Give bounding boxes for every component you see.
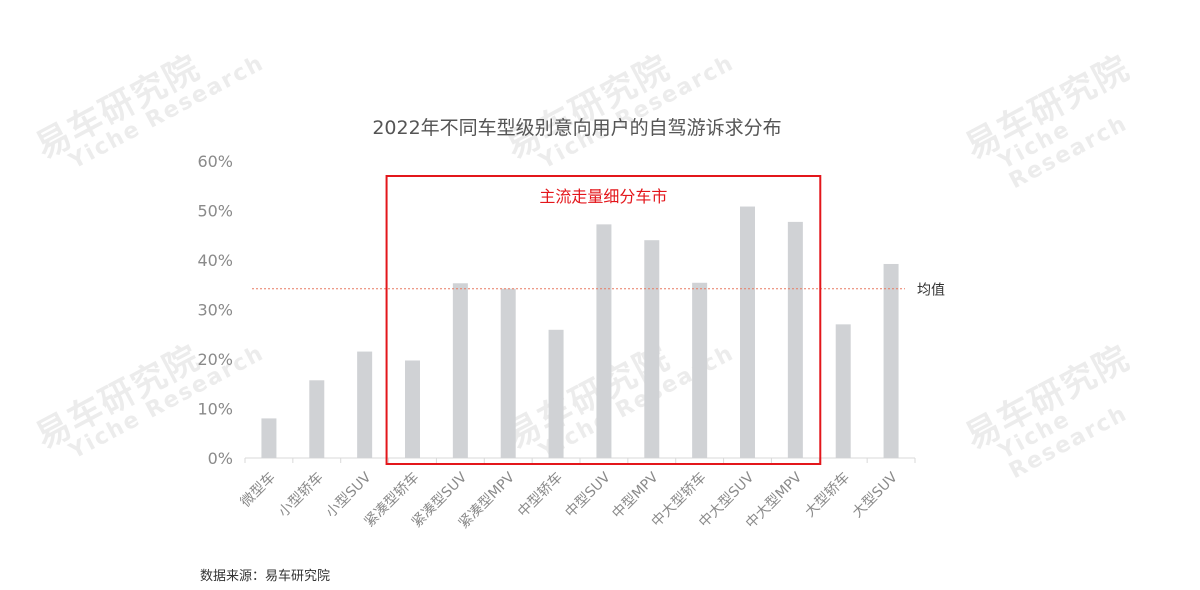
bar: [500, 288, 516, 458]
bar: [357, 351, 373, 458]
y-tick-label: 0%: [208, 449, 233, 468]
bar: [692, 282, 708, 458]
y-tick-label: 40%: [197, 251, 233, 270]
y-tick-label: 20%: [197, 350, 233, 369]
bar: [644, 240, 660, 458]
x-tick-label: 小型轿车: [275, 469, 327, 521]
bar: [548, 329, 564, 458]
bar: [309, 380, 325, 458]
x-axis-labels: 微型车小型轿车小型SUV紧凑型轿车紧凑型SUV紧凑型MPV中型轿车中型SUV中型…: [237, 469, 901, 532]
bar-series: [261, 206, 899, 458]
chart-title: 2022年不同车型级别意向用户的自驾游诉求分布: [372, 117, 781, 139]
y-tick-label: 60%: [197, 152, 233, 171]
bar: [596, 224, 612, 458]
x-tick-label: 微型车: [237, 469, 279, 511]
bar: [883, 263, 899, 458]
x-tick-label: 大型轿车: [801, 469, 853, 521]
y-tick-label: 10%: [197, 400, 233, 419]
x-tick-label: 大型SUV: [849, 469, 901, 521]
bar: [261, 418, 277, 458]
bar: [405, 360, 420, 458]
bar: [835, 324, 851, 458]
bar: [740, 206, 755, 458]
x-tick-label: 中型轿车: [514, 469, 566, 521]
y-axis-ticks: 0% 10% 20% 30% 40% 50% 60%: [197, 152, 916, 468]
bar: [787, 221, 803, 458]
highlight-box: [385, 175, 822, 465]
bar: [452, 283, 468, 458]
chart-annotations: 均值 主流走量细分车市: [252, 175, 945, 465]
y-tick-label: 30%: [197, 301, 233, 320]
y-tick-label: 50%: [197, 202, 233, 221]
highlight-label: 主流走量细分车市: [539, 187, 667, 206]
data-source-note: 数据来源：易车研究院: [200, 569, 331, 584]
x-tick-label: 中型SUV: [562, 469, 614, 521]
mean-line-label: 均值: [917, 283, 945, 299]
